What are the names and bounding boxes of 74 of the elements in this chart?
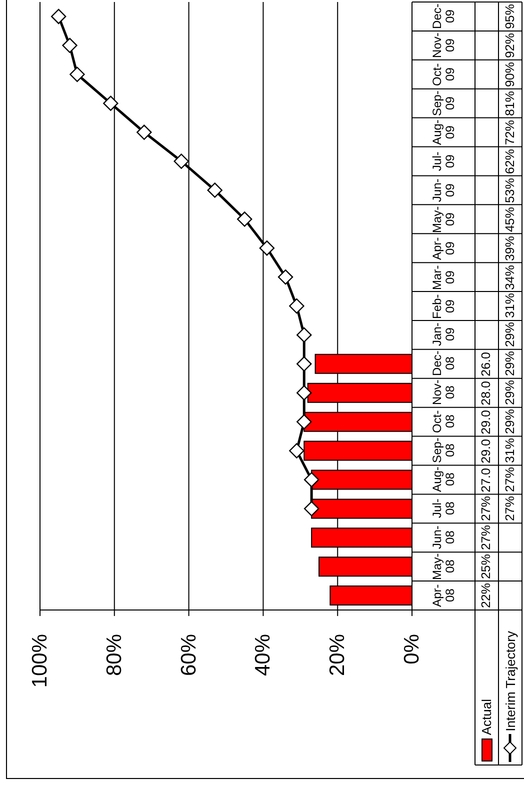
text: Actual [479, 698, 494, 735]
y-tick-label: Jul-08 [430, 498, 456, 520]
y-tick-label: Apr-08 [430, 583, 456, 609]
data-label: 31% [502, 293, 517, 318]
data-label: 27% [502, 496, 517, 522]
data-label: 45% [502, 206, 517, 232]
point [304, 472, 320, 488]
point [289, 298, 304, 314]
point [174, 154, 189, 169]
data-label: 34% [502, 264, 517, 290]
data-label: 29% [502, 351, 517, 376]
y-tick-label: Jan-09 [430, 322, 456, 348]
point [70, 66, 85, 82]
y-tick-label: Feb-09 [430, 292, 456, 320]
point [51, 8, 66, 24]
data-label: 29% [502, 409, 517, 434]
y-tick-label: Nov-08 [430, 379, 456, 406]
x-tick-label: 20% [326, 634, 350, 676]
data-label: 27% [502, 467, 517, 492]
y-tick-label: Oct-09 [430, 62, 456, 88]
data-label: 81% [502, 90, 517, 116]
x-tick-label: 0% [400, 634, 424, 664]
data-label: 29% [502, 380, 517, 406]
x-tick-label: 40% [252, 634, 275, 676]
y-tick-label: Oct-08 [430, 409, 456, 436]
point [237, 212, 252, 227]
data-label: 27% [479, 525, 494, 550]
point [304, 501, 320, 516]
point [278, 269, 294, 285]
data-label: 92% [502, 32, 517, 58]
point [296, 327, 312, 343]
y-tick-label: Sep-08 [430, 437, 456, 464]
data-label: 39% [502, 236, 517, 261]
data-label: 22% [479, 583, 494, 608]
x-tick-label: 80% [102, 634, 126, 676]
data-label: 27% [479, 496, 494, 522]
data-label: 29% [502, 322, 517, 348]
y-tick-label: Jun-09 [430, 178, 456, 204]
data-label: 27.0 [479, 468, 494, 492]
point [296, 385, 312, 400]
data-label: 62% [502, 148, 517, 174]
data-label: 31% [502, 438, 517, 464]
point [136, 124, 152, 140]
y-tick-label: Sep-09 [430, 90, 456, 117]
data-label: 90% [502, 62, 517, 87]
point [103, 96, 118, 111]
y-tick-label: Aug-09 [430, 118, 456, 146]
data-label: 29.0 [479, 410, 494, 434]
y-tick-label: Nov-09 [430, 32, 456, 59]
y-tick-label: Dec-09 [430, 3, 456, 30]
point [289, 443, 304, 458]
y-tick-label: Dec-08 [430, 350, 456, 378]
y-tick-label: Apr-09 [430, 236, 456, 262]
data-label: 72% [502, 120, 517, 145]
point [296, 356, 312, 372]
point [296, 414, 312, 430]
y-tick-label: Mar-09 [430, 264, 456, 290]
data-label: 26.0 [479, 352, 494, 376]
data-label: 29.0 [479, 438, 494, 463]
point [207, 182, 222, 198]
y-tick-label: Aug-08 [430, 466, 456, 494]
point [62, 38, 78, 54]
x-tick-label: 60% [177, 634, 200, 676]
point [259, 240, 275, 256]
y-tick-label: May-08 [430, 553, 456, 580]
y-tick-label: May-09 [430, 206, 456, 233]
data-label: 25% [479, 554, 494, 580]
x-tick-label: 100% [28, 634, 52, 688]
data-label: 53% [502, 178, 517, 203]
y-tick-label: Jul-09 [430, 150, 456, 173]
y-tick-label: Jun-08 [430, 524, 456, 552]
data-label: 28.0 [479, 380, 494, 406]
data-label: 95% [502, 4, 517, 29]
text: Interim Trajectory [502, 630, 518, 731]
